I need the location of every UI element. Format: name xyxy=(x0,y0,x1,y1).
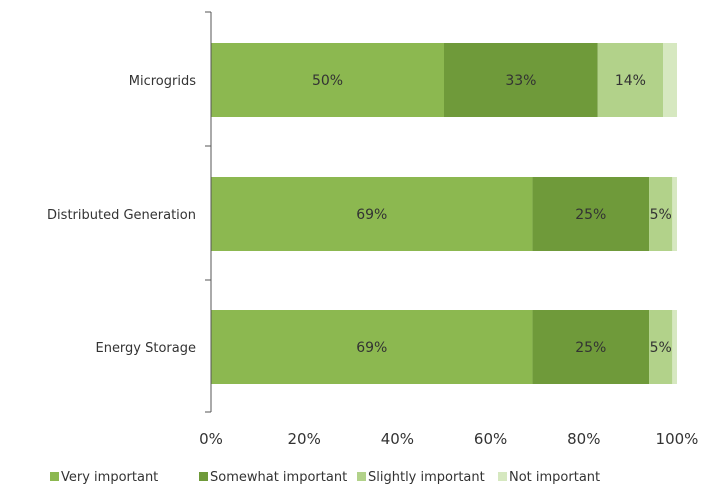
x-tick-label-6: 100% xyxy=(656,430,699,448)
x-tick-label-2: 20% xyxy=(288,430,321,448)
bars-group: 50% 33% 14% 69% 25% 5% 69% 25% 5% xyxy=(211,43,677,384)
bar-segment-1-4 xyxy=(663,43,677,117)
category-labels: Microgrids Distributed Generation Energy S… xyxy=(47,74,196,356)
legend-label-2: Somewhat important xyxy=(210,470,347,485)
x-tick-label-1: 0% xyxy=(199,430,223,448)
data-label-1-3: 14% xyxy=(615,73,646,89)
category-label-2: Distributed Generation xyxy=(47,208,196,223)
legend-label-4: Not important xyxy=(509,470,600,485)
legend-label-3: Slightly important xyxy=(368,470,485,485)
legend: Very important Somewhat important Slightly… xyxy=(50,470,600,485)
bar-segment-3-2 xyxy=(532,310,650,384)
x-tick-labels: 0% 20% 40% 60% 80% 100% xyxy=(199,430,698,448)
data-label-1-2: 33% xyxy=(505,73,536,89)
data-label-2-1: 69% xyxy=(356,207,387,223)
bar-segment-2-3 xyxy=(649,177,673,251)
bar-segment-1-1 xyxy=(211,43,444,117)
bar-segment-3-3 xyxy=(649,310,673,384)
legend-swatch-3 xyxy=(357,472,366,481)
category-label-1: Microgrids xyxy=(129,74,196,89)
legend-swatch-1 xyxy=(50,472,59,481)
data-label-3-1: 69% xyxy=(356,340,387,356)
bar-segment-3-1 xyxy=(211,310,533,384)
bar-segment-2-1 xyxy=(211,177,533,251)
bar-segment-2-2 xyxy=(532,177,650,251)
bar-segment-3-4 xyxy=(672,310,677,384)
legend-swatch-4 xyxy=(498,472,507,481)
data-label-3-2: 25% xyxy=(575,340,606,356)
x-tick-label-5: 80% xyxy=(567,430,600,448)
data-label-2-3: 5% xyxy=(650,207,672,223)
legend-label-1: Very important xyxy=(61,470,158,485)
axes-group xyxy=(205,11,212,413)
data-label-3-3: 5% xyxy=(650,340,672,356)
x-tick-label-3: 40% xyxy=(381,430,414,448)
data-label-1-1: 50% xyxy=(312,73,343,89)
category-label-3: Energy Storage xyxy=(95,341,196,356)
data-label-2-2: 25% xyxy=(575,207,606,223)
bar-segment-1-3 xyxy=(597,43,664,117)
legend-swatch-2 xyxy=(199,472,208,481)
bar-segment-1-2 xyxy=(444,43,598,117)
bar-segment-2-4 xyxy=(672,177,677,251)
x-tick-label-4: 60% xyxy=(474,430,507,448)
